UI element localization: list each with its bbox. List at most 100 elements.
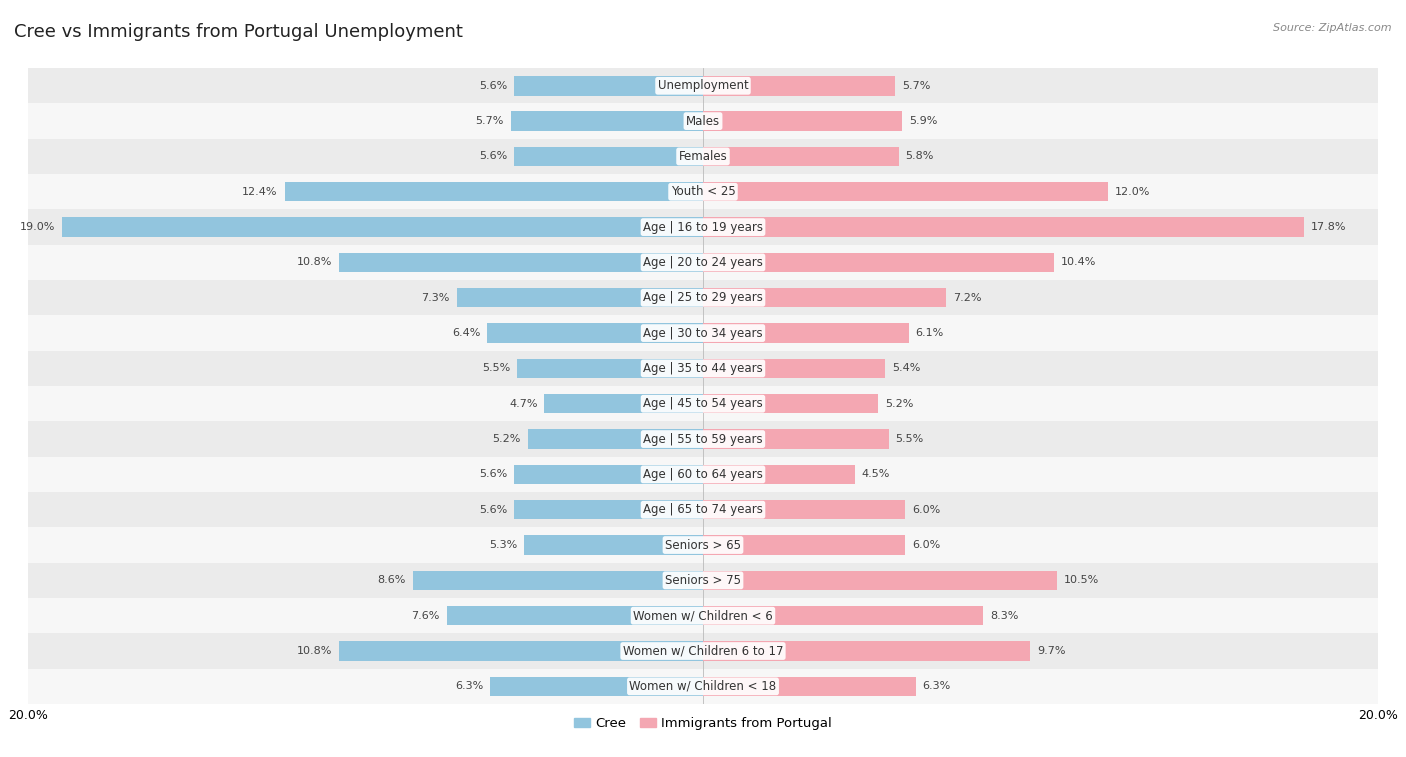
Bar (28, 562, 1378, 598)
Text: 7.3%: 7.3% (422, 293, 450, 303)
Text: 5.5%: 5.5% (482, 363, 510, 373)
Legend: Cree, Immigrants from Portugal: Cree, Immigrants from Portugal (569, 712, 837, 736)
Bar (703, 76, 896, 95)
Text: 5.5%: 5.5% (896, 434, 924, 444)
Text: 9.7%: 9.7% (1038, 646, 1066, 656)
Text: 10.8%: 10.8% (297, 646, 332, 656)
Text: 5.2%: 5.2% (492, 434, 520, 444)
Text: 7.6%: 7.6% (412, 611, 440, 621)
Text: 6.4%: 6.4% (451, 328, 481, 338)
Bar (527, 429, 703, 449)
Text: 6.0%: 6.0% (912, 505, 941, 515)
Text: 5.9%: 5.9% (908, 116, 938, 126)
Bar (703, 535, 905, 555)
Bar (28, 139, 1378, 174)
Bar (703, 606, 983, 625)
Bar (28, 422, 1378, 456)
Bar (28, 350, 1378, 386)
Bar (703, 217, 1303, 237)
Text: 7.2%: 7.2% (953, 293, 981, 303)
Bar (703, 677, 915, 696)
Text: Age | 60 to 64 years: Age | 60 to 64 years (643, 468, 763, 481)
Bar (703, 394, 879, 413)
Bar (457, 288, 703, 307)
Text: 4.5%: 4.5% (862, 469, 890, 479)
Text: Age | 35 to 44 years: Age | 35 to 44 years (643, 362, 763, 375)
Text: 12.4%: 12.4% (242, 187, 278, 197)
Text: 5.6%: 5.6% (479, 81, 508, 91)
Text: 5.8%: 5.8% (905, 151, 934, 161)
Bar (28, 528, 1378, 562)
Text: Age | 65 to 74 years: Age | 65 to 74 years (643, 503, 763, 516)
Bar (703, 147, 898, 167)
Bar (284, 182, 703, 201)
Text: 10.5%: 10.5% (1064, 575, 1099, 585)
Text: 12.0%: 12.0% (1115, 187, 1150, 197)
Text: 17.8%: 17.8% (1310, 222, 1346, 232)
Bar (703, 641, 1031, 661)
Text: Seniors > 65: Seniors > 65 (665, 538, 741, 552)
Text: 5.6%: 5.6% (479, 151, 508, 161)
Text: 5.2%: 5.2% (886, 399, 914, 409)
Text: Males: Males (686, 114, 720, 128)
Bar (28, 668, 1378, 704)
Bar (28, 68, 1378, 104)
Text: Cree vs Immigrants from Portugal Unemployment: Cree vs Immigrants from Portugal Unemplo… (14, 23, 463, 41)
Bar (515, 147, 703, 167)
Bar (28, 634, 1378, 668)
Bar (703, 323, 908, 343)
Text: 6.3%: 6.3% (922, 681, 950, 691)
Bar (544, 394, 703, 413)
Bar (703, 359, 886, 378)
Text: 5.3%: 5.3% (489, 540, 517, 550)
Bar (28, 210, 1378, 245)
Bar (510, 111, 703, 131)
Text: Women w/ Children < 6: Women w/ Children < 6 (633, 609, 773, 622)
Bar (524, 535, 703, 555)
Bar (28, 104, 1378, 139)
Bar (28, 280, 1378, 316)
Text: Age | 55 to 59 years: Age | 55 to 59 years (643, 432, 763, 446)
Text: Source: ZipAtlas.com: Source: ZipAtlas.com (1274, 23, 1392, 33)
Text: 8.3%: 8.3% (990, 611, 1018, 621)
Text: Age | 16 to 19 years: Age | 16 to 19 years (643, 220, 763, 234)
Text: 6.3%: 6.3% (456, 681, 484, 691)
Text: Youth < 25: Youth < 25 (671, 185, 735, 198)
Bar (703, 253, 1054, 273)
Bar (703, 182, 1108, 201)
Bar (339, 253, 703, 273)
Bar (517, 359, 703, 378)
Bar (703, 500, 905, 519)
Text: Age | 30 to 34 years: Age | 30 to 34 years (643, 326, 763, 340)
Text: Age | 45 to 54 years: Age | 45 to 54 years (643, 397, 763, 410)
Bar (28, 492, 1378, 528)
Bar (515, 465, 703, 484)
Text: 4.7%: 4.7% (509, 399, 537, 409)
Text: 5.6%: 5.6% (479, 505, 508, 515)
Bar (28, 456, 1378, 492)
Text: 6.0%: 6.0% (912, 540, 941, 550)
Text: Age | 25 to 29 years: Age | 25 to 29 years (643, 291, 763, 304)
Text: 8.6%: 8.6% (378, 575, 406, 585)
Bar (339, 641, 703, 661)
Bar (703, 111, 903, 131)
Bar (703, 571, 1057, 590)
Bar (703, 429, 889, 449)
Bar (486, 323, 703, 343)
Text: 5.7%: 5.7% (903, 81, 931, 91)
Text: 19.0%: 19.0% (20, 222, 55, 232)
Text: Seniors > 75: Seniors > 75 (665, 574, 741, 587)
Bar (515, 76, 703, 95)
Text: Age | 20 to 24 years: Age | 20 to 24 years (643, 256, 763, 269)
Bar (62, 217, 703, 237)
Text: 10.8%: 10.8% (297, 257, 332, 267)
Bar (28, 598, 1378, 634)
Text: Unemployment: Unemployment (658, 79, 748, 92)
Text: 6.1%: 6.1% (915, 328, 943, 338)
Text: Females: Females (679, 150, 727, 163)
Bar (703, 465, 855, 484)
Bar (413, 571, 703, 590)
Bar (28, 316, 1378, 350)
Bar (28, 386, 1378, 422)
Text: 10.4%: 10.4% (1060, 257, 1097, 267)
